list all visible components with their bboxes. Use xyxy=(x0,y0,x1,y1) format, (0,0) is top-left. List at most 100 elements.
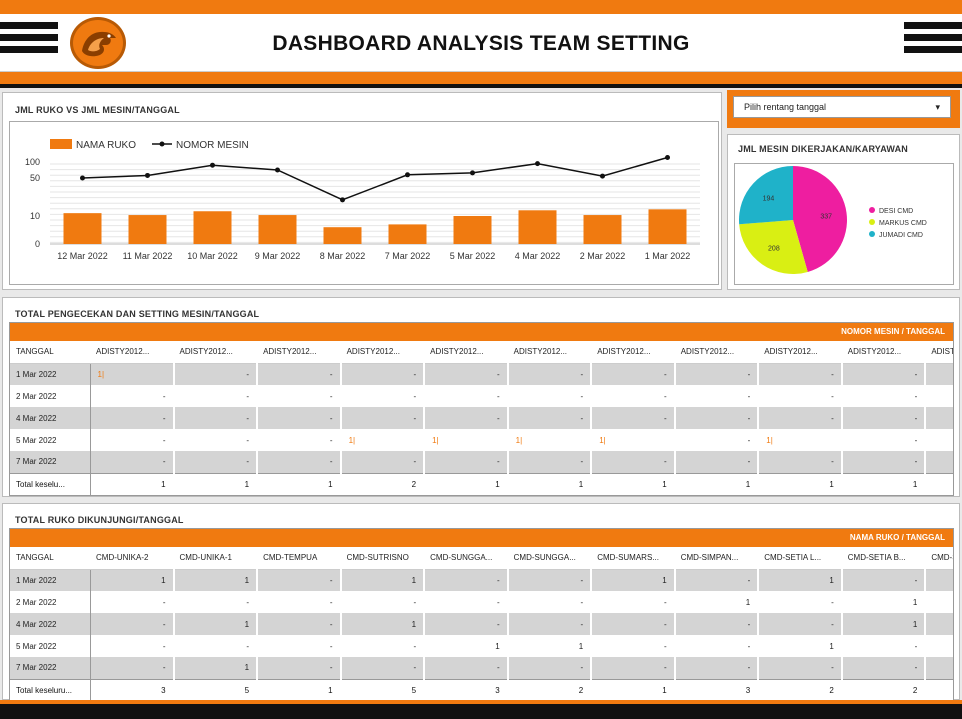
bar[interactable] xyxy=(193,211,232,244)
column-header[interactable]: CMD-SETIA B... xyxy=(841,547,926,570)
table-cell: - xyxy=(591,385,676,407)
table-cell: - xyxy=(507,657,593,679)
line-point[interactable] xyxy=(600,173,605,179)
table-cell: - xyxy=(257,407,342,429)
bar[interactable] xyxy=(583,215,622,244)
table-row: 7 Mar 2022-1- - - - - - - - xyxy=(10,657,953,679)
table-cell: 1 xyxy=(674,472,760,495)
dropdown-arrow-icon: ▾ xyxy=(935,102,940,112)
pie-chart-title: JML MESIN DIKERJAKAN/KARYAWAN xyxy=(738,144,908,154)
line-point[interactable] xyxy=(665,155,670,160)
line-point[interactable] xyxy=(340,197,345,203)
table-cell: - xyxy=(424,451,509,473)
line-point[interactable] xyxy=(275,167,280,173)
column-header[interactable]: CMD-SEI ULA xyxy=(925,547,953,570)
pie-slice[interactable] xyxy=(739,220,808,274)
bar[interactable] xyxy=(388,224,427,244)
column-header[interactable]: CMD-TEMPUA xyxy=(257,547,341,570)
table-row: 5 Mar 2022- - - -1 1- -1- xyxy=(10,635,953,657)
table-cell: - xyxy=(507,407,593,429)
table-cell: 2 xyxy=(507,678,593,701)
table-cell: - xyxy=(674,363,760,385)
ruko-visit-table-panel: TOTAL RUKO DIKUNJUNGI/TANGGAL NAMA RUKO … xyxy=(2,503,960,702)
column-header[interactable]: CMD-SUNGGA... xyxy=(424,547,508,570)
bar[interactable] xyxy=(258,215,297,244)
table-cell: - xyxy=(173,429,259,451)
bar[interactable] xyxy=(518,210,557,244)
table-cell: - xyxy=(173,591,259,613)
table-cell xyxy=(925,472,953,495)
pie-slice[interactable] xyxy=(739,166,793,225)
column-header[interactable]: ADISTY2012... xyxy=(841,341,926,364)
pie-slice-label: 337 xyxy=(820,213,832,220)
column-header[interactable]: ADISTY2012... xyxy=(90,341,174,364)
decorative-stripes-left xyxy=(0,22,58,58)
line-point[interactable] xyxy=(210,162,215,168)
date-range-picker[interactable]: Pilih rentang tanggal ▾ xyxy=(733,96,951,118)
x-tick-label: 12 Mar 2022 xyxy=(57,251,108,261)
table-cell: 2 xyxy=(841,678,927,701)
combo-chart-title: JML RUKO VS JML MESIN/TANGGAL xyxy=(15,105,180,115)
table-cell: - xyxy=(424,363,509,385)
table-cell: 5 xyxy=(173,678,259,701)
bar[interactable] xyxy=(648,209,687,244)
line-point[interactable] xyxy=(145,172,150,178)
table-cell xyxy=(925,407,953,429)
column-header[interactable]: ADISTY2012... xyxy=(758,341,842,364)
column-header[interactable]: ADISTY2012... xyxy=(173,341,258,364)
column-header[interactable]: ADISTY2012... xyxy=(257,341,341,364)
column-header[interactable]: ADISTY2012... xyxy=(424,341,508,364)
table-cell: - xyxy=(758,363,843,385)
table-cell: - xyxy=(758,451,843,473)
table-cell: - xyxy=(173,451,259,473)
table-cell: 1 xyxy=(90,472,175,495)
bar[interactable] xyxy=(323,227,362,244)
column-header[interactable]: CMD-SIMPAN... xyxy=(674,547,759,570)
bar[interactable] xyxy=(453,216,492,244)
column-header[interactable]: ADISTY2012... xyxy=(507,341,592,364)
column-header[interactable]: ADISTY2012... xyxy=(591,341,675,364)
column-header[interactable]: ADISTY2012... xyxy=(925,341,953,364)
table-cell: - xyxy=(674,429,760,451)
table-cell: 1 xyxy=(758,472,843,495)
table-cell: 1 xyxy=(841,472,927,495)
bar[interactable] xyxy=(63,213,102,244)
table-cell: 1 xyxy=(257,472,342,495)
column-header[interactable]: CMD-SUNGGA... xyxy=(507,547,592,570)
line-point[interactable] xyxy=(80,175,85,181)
column-header[interactable]: CMD-UNIKA-2 xyxy=(90,547,174,570)
table-cell: - xyxy=(674,569,760,591)
bottom-dark-bar xyxy=(0,704,962,719)
table-cell: - xyxy=(424,657,509,679)
row-date-cell: 7 Mar 2022 xyxy=(10,657,91,679)
column-header[interactable]: ADISTY2012... xyxy=(340,341,425,364)
column-header[interactable]: CMD-SETIA L... xyxy=(758,547,842,570)
column-header[interactable]: CMD-SUMARS... xyxy=(591,547,675,570)
table-cell: 1 xyxy=(90,569,175,591)
bar[interactable] xyxy=(128,215,167,244)
line-point[interactable] xyxy=(535,161,540,167)
pie-slice[interactable] xyxy=(793,166,847,272)
table-cell: - xyxy=(841,635,927,657)
table-cell: - xyxy=(257,363,342,385)
line-point[interactable] xyxy=(405,172,410,178)
pie-legend-label: DESI CMD xyxy=(879,208,913,215)
ruko-visit-table: NAMA RUKO / TANGGAL TANGGAL CMD-UNIKA-2 CM… xyxy=(9,528,954,702)
column-header-tanggal[interactable]: TANGGAL xyxy=(10,341,90,364)
table-row: 2 Mar 2022- - - - - - - - - - xyxy=(10,385,953,407)
table-cell: - xyxy=(507,591,593,613)
table-cell: - xyxy=(90,613,175,635)
table-cell: 2 xyxy=(340,472,426,495)
table-row: 5 Mar 2022- - -1| 1| 1| 1| -1| - xyxy=(10,429,953,451)
table-total-row: Total keseluru... 3 5 1 5 3 2 1 3 2 2 xyxy=(10,678,953,701)
top-accent-bar xyxy=(0,0,962,14)
column-header[interactable]: CMD-UNIKA-1 xyxy=(173,547,258,570)
line-point[interactable] xyxy=(470,170,475,176)
table-cell: - xyxy=(841,569,927,591)
column-header[interactable]: CMD-SUTRISNO xyxy=(340,547,425,570)
column-header[interactable]: ADISTY2012... xyxy=(674,341,759,364)
column-header-tanggal[interactable]: TANGGAL xyxy=(10,547,90,570)
table-cell xyxy=(925,569,953,591)
ruko-visit-table-title: TOTAL RUKO DIKUNJUNGI/TANGGAL xyxy=(15,515,184,525)
table-row: 2 Mar 2022- - - - - - -1-1 xyxy=(10,591,953,613)
